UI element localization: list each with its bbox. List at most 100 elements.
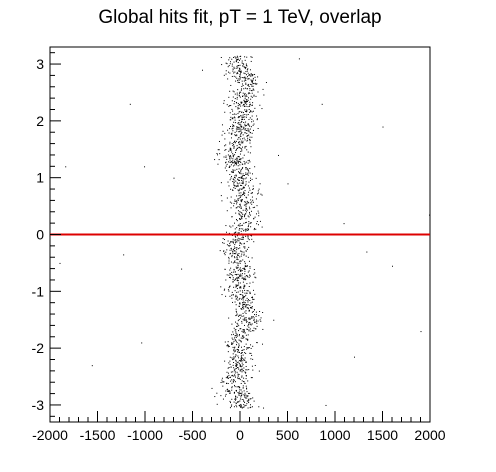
data-point (245, 338, 247, 340)
data-point (223, 250, 225, 252)
data-point (237, 351, 239, 353)
data-point (229, 363, 231, 365)
data-point (239, 122, 241, 124)
data-point (234, 142, 236, 144)
data-point (255, 328, 257, 330)
data-point (256, 342, 258, 344)
data-point (429, 214, 431, 216)
data-point (235, 335, 237, 337)
data-point (228, 245, 230, 247)
data-point (246, 391, 248, 393)
data-point (238, 351, 240, 353)
data-point (224, 395, 226, 397)
data-point (238, 386, 240, 388)
data-point (223, 74, 225, 76)
data-point (247, 201, 249, 203)
data-point (244, 59, 246, 61)
data-point (237, 280, 239, 282)
data-point (240, 341, 242, 343)
data-point (245, 177, 247, 179)
data-point (243, 306, 245, 308)
data-point (253, 89, 255, 91)
x-tick-label: 500 (276, 427, 300, 443)
data-point (237, 255, 239, 257)
data-point (232, 371, 234, 373)
data-point (223, 242, 225, 244)
data-point (252, 358, 254, 360)
data-point (256, 325, 258, 327)
data-point (229, 119, 231, 121)
data-point (235, 294, 237, 296)
data-point (248, 399, 250, 401)
data-point (239, 242, 241, 244)
data-point (237, 160, 239, 162)
data-point (240, 360, 242, 362)
data-point (237, 267, 239, 269)
data-point (238, 78, 240, 80)
data-point (245, 99, 247, 101)
data-point (230, 161, 232, 163)
data-point (226, 104, 228, 106)
data-point (250, 324, 252, 326)
data-point (250, 98, 252, 100)
data-point (325, 404, 327, 406)
data-point (244, 302, 246, 304)
data-point (249, 208, 251, 210)
data-points (59, 55, 431, 409)
data-point (252, 185, 254, 187)
data-point (250, 79, 252, 81)
data-point (235, 61, 237, 63)
data-point (236, 58, 238, 60)
x-axis-ticks (49, 411, 431, 422)
data-point (242, 331, 244, 333)
data-point (233, 242, 234, 244)
data-point (259, 220, 261, 222)
data-point (254, 82, 256, 84)
data-point (247, 123, 249, 125)
data-point (251, 79, 253, 81)
data-point (240, 365, 242, 367)
data-point (240, 115, 242, 117)
data-point (247, 194, 249, 196)
data-point (262, 328, 264, 330)
data-point (237, 377, 239, 379)
data-point (240, 356, 242, 358)
data-point (233, 145, 235, 147)
data-point (234, 374, 236, 376)
data-point (257, 76, 259, 78)
data-point (226, 210, 228, 212)
data-point (235, 332, 237, 334)
data-point (230, 164, 232, 166)
data-point (245, 206, 247, 208)
data-point (240, 199, 242, 201)
data-point (227, 351, 229, 353)
data-point (228, 132, 230, 134)
data-point (241, 350, 243, 352)
data-point (233, 362, 235, 363)
data-point (241, 398, 243, 400)
data-point (233, 146, 235, 148)
data-point (229, 201, 231, 203)
data-point (252, 297, 254, 299)
data-point (233, 66, 235, 68)
data-point (231, 75, 233, 77)
data-point (240, 207, 242, 209)
data-point (242, 186, 244, 188)
data-point (240, 355, 242, 357)
data-point (245, 278, 247, 280)
data-point (246, 348, 248, 350)
data-point (234, 244, 236, 246)
data-point (243, 286, 245, 287)
data-point (228, 374, 230, 376)
data-point (251, 81, 253, 83)
data-point (247, 215, 249, 217)
data-point (239, 340, 241, 342)
data-point (231, 241, 233, 243)
data-point (231, 274, 233, 276)
data-point (247, 290, 249, 292)
data-point (240, 260, 242, 262)
data-point (231, 323, 233, 325)
data-point (245, 183, 247, 185)
data-point (235, 398, 237, 400)
data-point (241, 362, 243, 364)
